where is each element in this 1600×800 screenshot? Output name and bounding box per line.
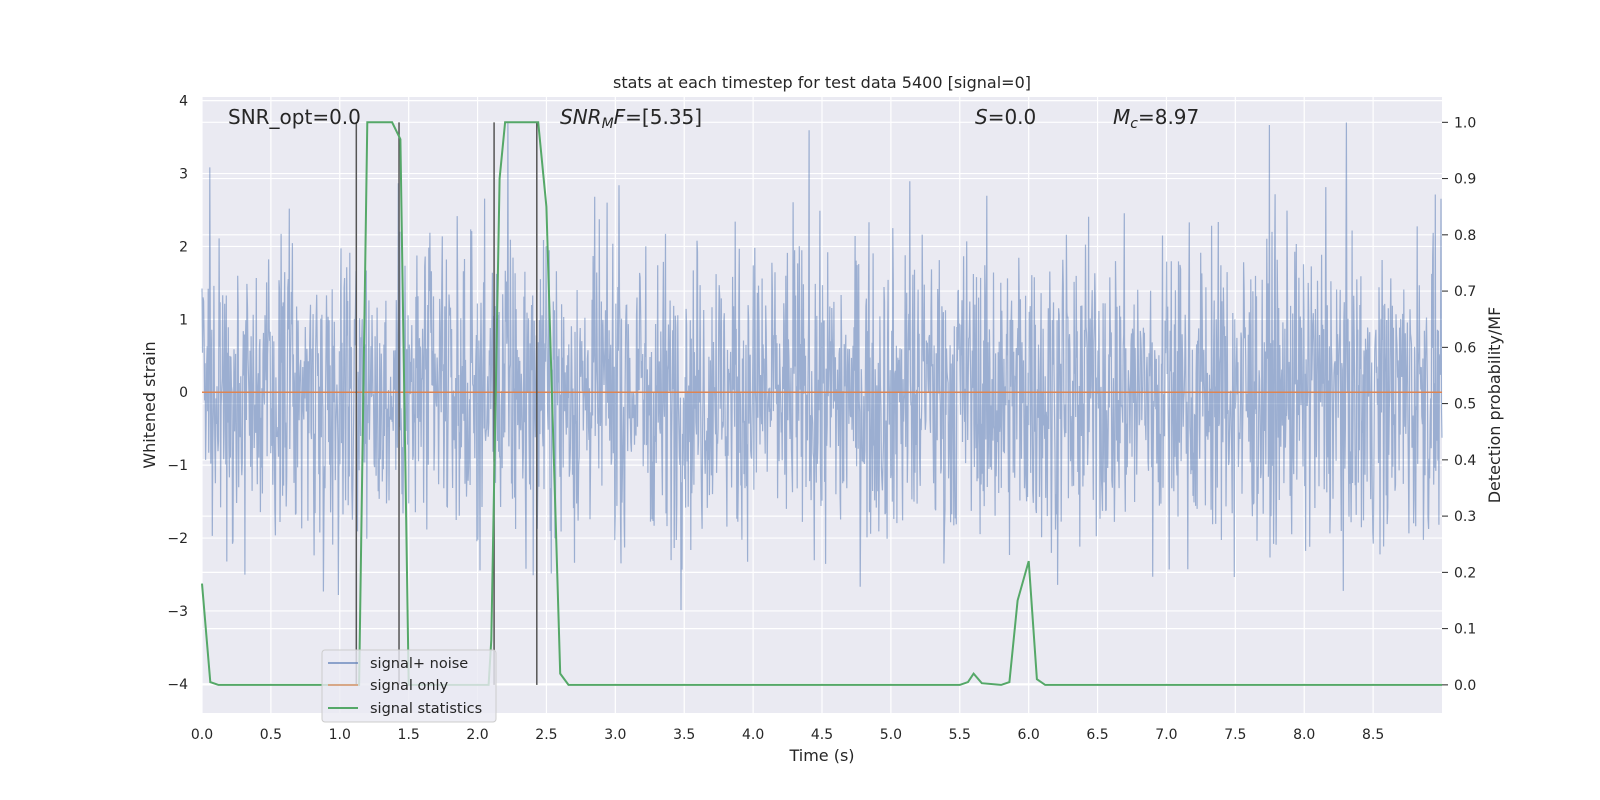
y-tick-label: 3 (179, 167, 188, 183)
y2-tick-label: 0.2 (1454, 565, 1476, 581)
statistics-line (201, 121, 1442, 686)
x-tick-label: 0.5 (260, 727, 282, 743)
y-tick-label: −3 (167, 604, 188, 620)
y-tick-label: 1 (179, 312, 188, 328)
legend-box (321, 649, 497, 723)
x-tick-label: 6.0 (1018, 727, 1040, 743)
y-tick-label: −1 (167, 458, 188, 474)
y-axis-label: Whitened strain (140, 341, 159, 468)
x-axis-label: Time (s) (788, 746, 854, 765)
chart-title: stats at each timestep for test data 540… (613, 73, 1031, 92)
y2-tick-label: 0.0 (1454, 678, 1476, 694)
legend-label-noise: signal+ noise (370, 656, 468, 672)
vertical-markers (355, 122, 538, 685)
x-tick-label: 6.5 (1086, 727, 1108, 743)
x-tick-label: 1.5 (398, 727, 420, 743)
signal-statistics-series (201, 121, 1442, 686)
y2-tick-label: 0.4 (1454, 453, 1476, 469)
legend-label-statistics: signal statistics (370, 701, 482, 717)
y2-tick-label: 0.5 (1454, 397, 1476, 413)
legend: signal+ noise signal only signal statist… (321, 649, 497, 723)
y2-tick-label: 1.0 (1454, 115, 1476, 131)
x-tick-label: 8.5 (1362, 727, 1384, 743)
x-tick-label: 4.5 (811, 727, 833, 743)
x-tick-label: 2.5 (535, 727, 557, 743)
y2-tick-label: 0.3 (1454, 509, 1476, 525)
x-tick-label: 7.5 (1224, 727, 1246, 743)
legend-label-signal-only: signal only (370, 678, 449, 694)
y-ticks: 4 3 2 1 0 −1 −2 −3 −4 (167, 94, 188, 693)
signal-noise-series (201, 122, 1443, 611)
annotation-s: S=0.0 (975, 105, 1036, 129)
y2-tick-label: 0.7 (1454, 284, 1476, 300)
y2-axis-label: Detection probability/MF (1485, 307, 1504, 504)
x-tick-label: 4.0 (742, 727, 764, 743)
y-tick-label: −4 (167, 677, 188, 693)
x-tick-label: 5.0 (880, 727, 902, 743)
y2-tick-label: 0.8 (1454, 228, 1476, 244)
annotation-mc: Mc=8.97 (1113, 105, 1199, 132)
y-tick-label: 2 (179, 239, 188, 255)
x-tick-label: 8.0 (1293, 727, 1315, 743)
y-tick-label: −2 (167, 531, 188, 547)
x-ticks: 0.0 0.5 1.0 1.5 2.0 2.5 3.0 3.5 4.0 4.5 5.0 5.5 6.0 6… (191, 727, 1384, 743)
x-tick-label: 7.0 (1155, 727, 1177, 743)
y2-tick-label: 0.1 (1454, 622, 1476, 638)
y2-tick-label: 0.6 (1454, 340, 1476, 356)
x-tick-label: 2.0 (466, 727, 488, 743)
x-tick-label: 0.0 (191, 727, 213, 743)
x-tick-label: 5.5 (949, 727, 971, 743)
x-tick-label: 1.0 (329, 727, 351, 743)
y-tick-label: 4 (179, 94, 188, 110)
noise-trace (201, 122, 1443, 611)
x-tick-label: 3.0 (604, 727, 626, 743)
annotation-snr-opt: SNR_opt=0.0 (228, 105, 361, 129)
y2-tick-label: 0.9 (1454, 172, 1476, 188)
x-tick-label: 3.5 (673, 727, 695, 743)
y-tick-label: 0 (179, 385, 188, 401)
y2-ticks: 1.0 0.9 0.8 0.7 0.6 0.5 0.4 0.3 0.2 0.1 0.0 (1442, 115, 1476, 694)
annotation-snr-mf: SNRMF=[5.35] (560, 105, 702, 132)
